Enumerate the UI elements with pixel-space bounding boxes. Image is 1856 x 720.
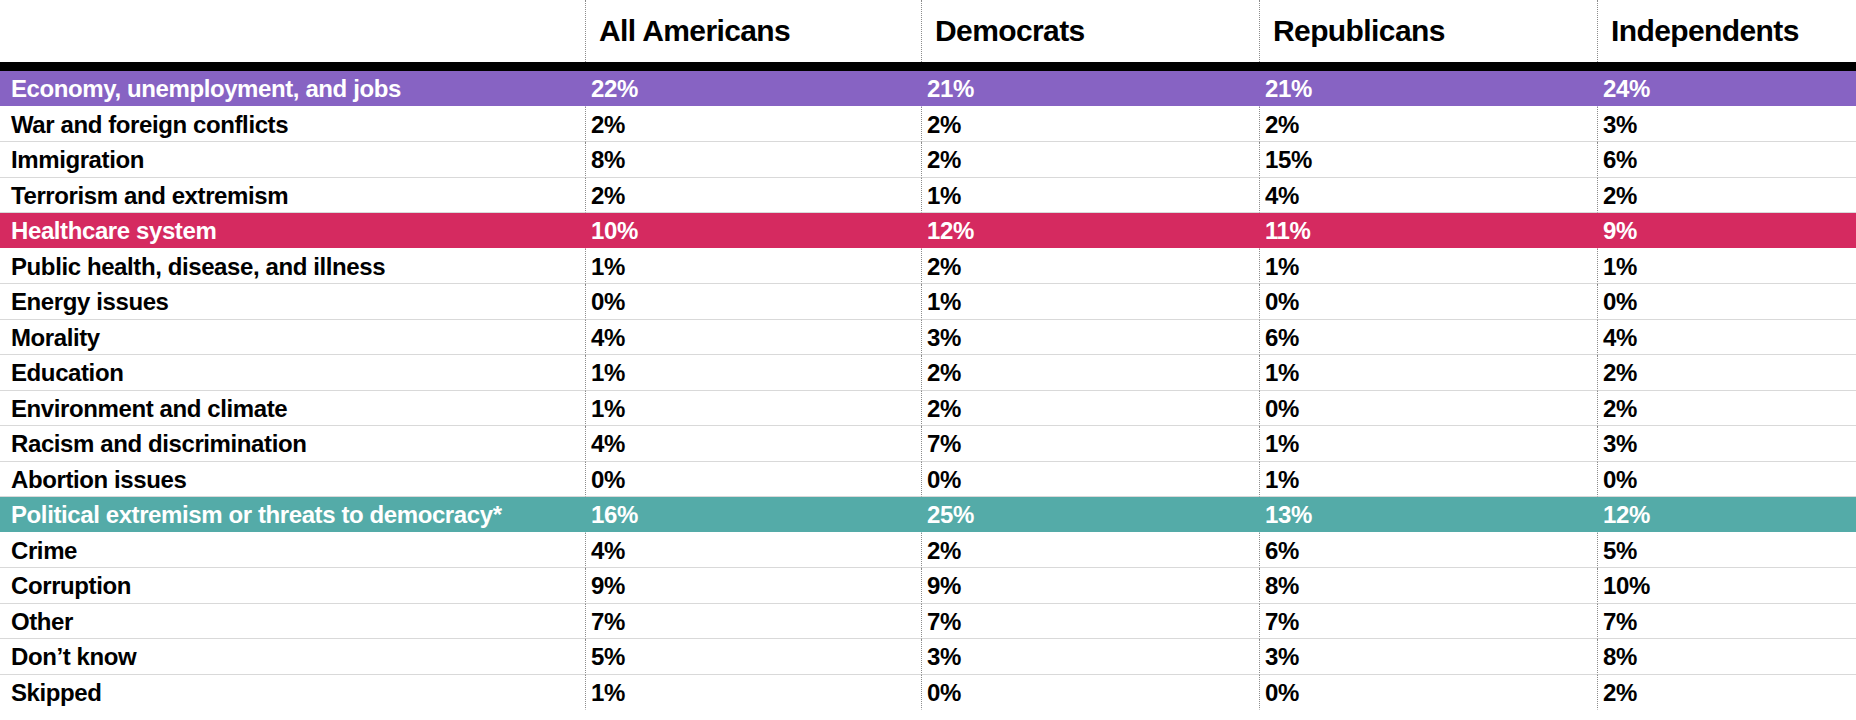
row-label: Education: [0, 355, 585, 391]
value-all-americans: 5%: [585, 639, 921, 675]
value-all-americans: 4%: [585, 426, 921, 462]
row-label: Healthcare system: [0, 213, 585, 249]
value-independents: 10%: [1597, 568, 1856, 604]
value-democrats: 3%: [921, 639, 1259, 675]
value-democrats: 21%: [921, 71, 1259, 107]
value-republicans: 15%: [1259, 142, 1597, 178]
value-republicans: 3%: [1259, 639, 1597, 675]
label-column-header: [0, 0, 585, 62]
value-independents: 3%: [1597, 426, 1856, 462]
value-republicans: 0%: [1259, 284, 1597, 320]
value-democrats: 2%: [921, 391, 1259, 427]
value-independents: 1%: [1597, 249, 1856, 285]
row-label: Energy issues: [0, 284, 585, 320]
value-all-americans: 4%: [585, 533, 921, 569]
value-republicans: 7%: [1259, 604, 1597, 640]
value-democrats: 0%: [921, 675, 1259, 711]
row-label: Environment and climate: [0, 391, 585, 427]
column-header-independents: Independents: [1597, 0, 1856, 62]
value-democrats: 2%: [921, 142, 1259, 178]
value-all-americans: 22%: [585, 71, 921, 107]
row-label: Political extremism or threats to democr…: [0, 497, 585, 533]
row-label: Economy, unemployment, and jobs: [0, 71, 585, 107]
row-label: Immigration: [0, 142, 585, 178]
value-republicans: 8%: [1259, 568, 1597, 604]
value-independents: 3%: [1597, 107, 1856, 143]
row-label: Crime: [0, 533, 585, 569]
value-independents: 12%: [1597, 497, 1856, 533]
value-independents: 5%: [1597, 533, 1856, 569]
value-republicans: 0%: [1259, 675, 1597, 711]
value-democrats: 12%: [921, 213, 1259, 249]
row-label: Skipped: [0, 675, 585, 711]
value-democrats: 1%: [921, 178, 1259, 214]
value-independents: 6%: [1597, 142, 1856, 178]
value-republicans: 11%: [1259, 213, 1597, 249]
value-democrats: 1%: [921, 284, 1259, 320]
value-democrats: 2%: [921, 533, 1259, 569]
column-header-all-americans: All Americans: [585, 0, 921, 62]
value-all-americans: 1%: [585, 249, 921, 285]
value-independents: 2%: [1597, 355, 1856, 391]
value-all-americans: 1%: [585, 391, 921, 427]
row-label: Other: [0, 604, 585, 640]
value-all-americans: 16%: [585, 497, 921, 533]
value-democrats: 25%: [921, 497, 1259, 533]
row-label: Terrorism and extremism: [0, 178, 585, 214]
row-label: Public health, disease, and illness: [0, 249, 585, 285]
value-all-americans: 1%: [585, 355, 921, 391]
value-republicans: 4%: [1259, 178, 1597, 214]
value-republicans: 13%: [1259, 497, 1597, 533]
column-header-democrats: Democrats: [921, 0, 1259, 62]
value-democrats: 2%: [921, 107, 1259, 143]
value-all-americans: 9%: [585, 568, 921, 604]
value-all-americans: 2%: [585, 178, 921, 214]
value-democrats: 7%: [921, 426, 1259, 462]
value-republicans: 21%: [1259, 71, 1597, 107]
value-independents: 8%: [1597, 639, 1856, 675]
value-all-americans: 2%: [585, 107, 921, 143]
column-header-republicans: Republicans: [1259, 0, 1597, 62]
value-republicans: 6%: [1259, 533, 1597, 569]
row-label: Corruption: [0, 568, 585, 604]
value-independents: 4%: [1597, 320, 1856, 356]
value-republicans: 2%: [1259, 107, 1597, 143]
value-republicans: 1%: [1259, 355, 1597, 391]
issues-by-party-table: All Americans Democrats Republicans Inde…: [0, 0, 1856, 710]
value-all-americans: 8%: [585, 142, 921, 178]
row-label: Racism and discrimination: [0, 426, 585, 462]
value-independents: 0%: [1597, 284, 1856, 320]
value-democrats: 2%: [921, 249, 1259, 285]
row-label: War and foreign conflicts: [0, 107, 585, 143]
value-all-americans: 1%: [585, 675, 921, 711]
row-label: Morality: [0, 320, 585, 356]
value-independents: 24%: [1597, 71, 1856, 107]
value-independents: 9%: [1597, 213, 1856, 249]
value-all-americans: 0%: [585, 462, 921, 498]
value-republicans: 1%: [1259, 462, 1597, 498]
value-democrats: 3%: [921, 320, 1259, 356]
value-democrats: 7%: [921, 604, 1259, 640]
value-republicans: 1%: [1259, 426, 1597, 462]
value-all-americans: 4%: [585, 320, 921, 356]
value-independents: 0%: [1597, 462, 1856, 498]
table-top-rule: [0, 62, 1856, 71]
value-republicans: 6%: [1259, 320, 1597, 356]
row-label: Don’t know: [0, 639, 585, 675]
value-democrats: 0%: [921, 462, 1259, 498]
row-label: Abortion issues: [0, 462, 585, 498]
value-all-americans: 0%: [585, 284, 921, 320]
value-independents: 7%: [1597, 604, 1856, 640]
value-independents: 2%: [1597, 675, 1856, 711]
value-all-americans: 7%: [585, 604, 921, 640]
value-democrats: 9%: [921, 568, 1259, 604]
value-republicans: 0%: [1259, 391, 1597, 427]
value-independents: 2%: [1597, 178, 1856, 214]
value-independents: 2%: [1597, 391, 1856, 427]
value-democrats: 2%: [921, 355, 1259, 391]
value-all-americans: 10%: [585, 213, 921, 249]
value-republicans: 1%: [1259, 249, 1597, 285]
